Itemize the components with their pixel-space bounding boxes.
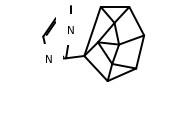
Text: N: N [45, 55, 52, 65]
Text: N: N [67, 26, 74, 35]
